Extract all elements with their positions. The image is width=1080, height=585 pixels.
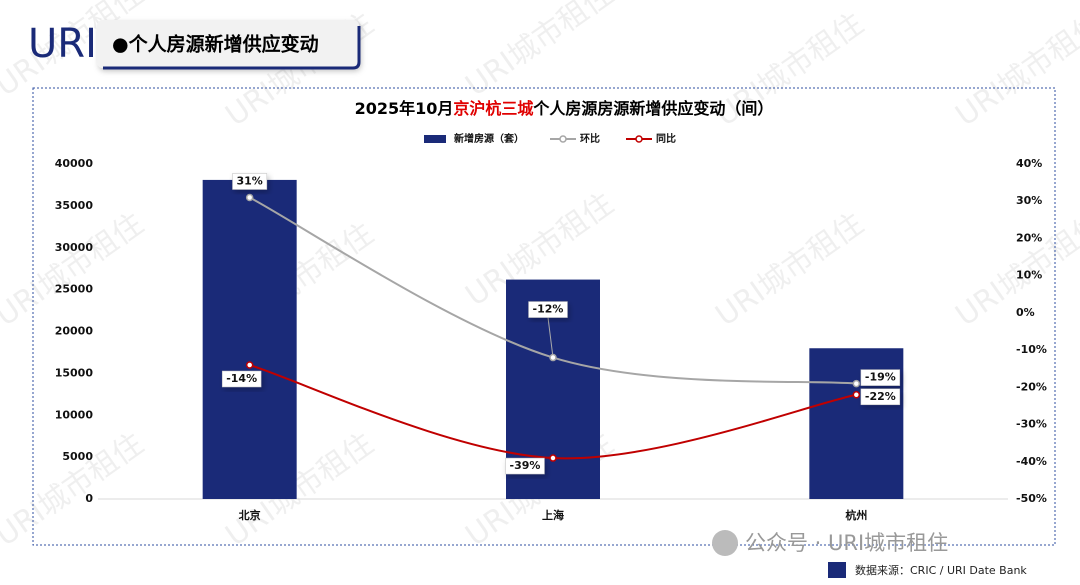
legend-swatch xyxy=(635,135,643,143)
x-tick-label: 上海 xyxy=(542,508,564,522)
y2-tick-label: -10% xyxy=(1016,343,1047,356)
x-tick-label: 北京 xyxy=(239,508,261,522)
watermark: URI城市租住 xyxy=(0,206,150,333)
label-bg xyxy=(221,370,262,388)
x-tick-label: 杭州 xyxy=(845,508,867,522)
y2-tick-label: 0% xyxy=(1016,306,1035,319)
watermark: URI城市租住 xyxy=(459,0,620,104)
chart-title: 2025年10月京沪杭三城个人房源房源新增供应变动（间） xyxy=(355,99,774,118)
title-part: 2025年10月 xyxy=(355,99,454,118)
source: 数据来源：CRIC / URI Date Bank xyxy=(855,563,1027,577)
title-part: 个人房源房源新增供应变动（间） xyxy=(532,99,773,118)
y2-tick-label: -40% xyxy=(1016,455,1047,468)
y-tick-label: 10000 xyxy=(55,408,94,421)
leader-line xyxy=(547,317,554,358)
data-label: -14% xyxy=(226,372,257,385)
logo: URI xyxy=(28,21,97,67)
header-accent xyxy=(103,26,361,70)
data-label: -39% xyxy=(510,459,541,472)
legend-label: 同比 xyxy=(656,132,676,145)
point xyxy=(549,353,557,362)
label-bg xyxy=(505,457,545,475)
point xyxy=(852,391,861,399)
point xyxy=(852,379,861,388)
source-icon xyxy=(828,562,846,578)
watermark: URI城市租住 xyxy=(0,426,150,553)
label-bg xyxy=(860,388,901,406)
y2-tick-label: 30% xyxy=(1016,194,1042,207)
watermark: URI城市租住 xyxy=(709,206,870,333)
y2-tick-label: 40% xyxy=(1016,157,1042,170)
y2-tick-label: -50% xyxy=(1016,492,1047,505)
label-bg xyxy=(232,173,268,190)
legend-swatch xyxy=(559,135,567,143)
point xyxy=(245,193,254,202)
y-tick-label: 0 xyxy=(85,492,93,505)
header-box xyxy=(97,20,359,68)
wechat-icon xyxy=(712,530,738,556)
y2-tick-label: 10% xyxy=(1016,269,1042,282)
chart-frame xyxy=(32,87,1056,546)
label-bg xyxy=(860,369,901,386)
wechat-account: 公众号 · URI城市租住 xyxy=(745,531,948,555)
y-tick-label: 25000 xyxy=(55,283,94,296)
y-tick-label: 35000 xyxy=(55,199,94,212)
watermark: URI城市租住 xyxy=(949,206,1080,333)
point xyxy=(549,454,557,462)
y-tick-label: 20000 xyxy=(55,325,94,338)
data-label: 31% xyxy=(236,175,262,188)
data-label: -19% xyxy=(865,371,896,384)
y-tick-label: 40000 xyxy=(55,157,94,170)
bar xyxy=(202,179,297,499)
data-label: -22% xyxy=(865,390,896,403)
label-bg xyxy=(528,301,568,318)
y-tick-label: 15000 xyxy=(55,366,94,379)
legend-label: 新增房源（套） xyxy=(454,132,524,145)
point xyxy=(245,361,254,369)
y-tick-label: 5000 xyxy=(62,450,93,463)
y2-tick-label: -20% xyxy=(1016,380,1047,393)
legend-swatch xyxy=(424,135,446,143)
watermark: URI城市租住 xyxy=(949,6,1080,133)
header-title: ●个人房源新增供应变动 xyxy=(112,33,319,56)
legend-label: 环比 xyxy=(580,132,600,145)
plot: 0 5000 10000 15000 20000 25000 30000 35000 40000… xyxy=(55,132,1047,522)
title-highlight: 京沪杭三城 xyxy=(453,99,533,118)
data-label: -12% xyxy=(533,303,564,316)
y-tick-label: 30000 xyxy=(55,241,94,254)
y2-tick-label: 20% xyxy=(1016,231,1042,244)
y2-tick-label: -30% xyxy=(1016,418,1047,431)
